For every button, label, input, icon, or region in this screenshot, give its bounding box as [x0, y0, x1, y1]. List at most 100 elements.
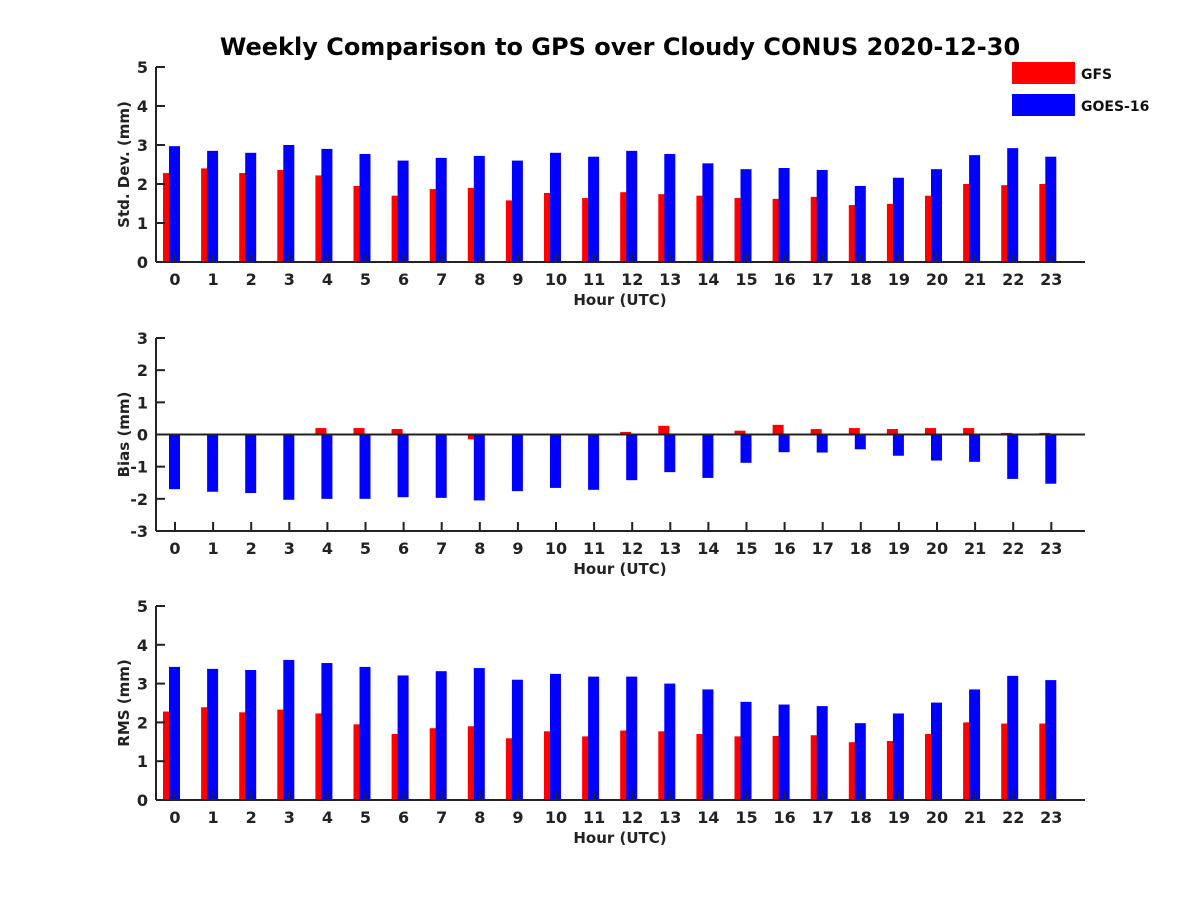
- bar-goes16-7: [435, 671, 447, 800]
- bar-gfs-9: [505, 200, 517, 262]
- x-tick-label: 14: [697, 539, 719, 558]
- bar-gfs-10: [544, 731, 555, 800]
- x-tick-label: 19: [888, 270, 910, 289]
- bar-goes16-18: [854, 723, 866, 800]
- bar-goes16-2: [245, 670, 257, 800]
- x-tick-label: 11: [583, 270, 605, 289]
- x-tick-label: 15: [735, 270, 757, 289]
- bar-goes16-5: [359, 153, 371, 262]
- x-tick-label: 19: [888, 539, 910, 558]
- bar-goes16-1: [207, 150, 219, 262]
- x-tick-label: 14: [697, 808, 719, 827]
- x-tick-label: 8: [474, 808, 485, 827]
- bar-goes16-9: [511, 160, 523, 262]
- bar-goes16-22: [1007, 148, 1019, 262]
- bar-gfs-8: [467, 434, 479, 440]
- bar-gfs-13: [658, 425, 670, 435]
- bar-goes16-11: [588, 676, 600, 800]
- bar-goes16-18: [854, 185, 866, 262]
- bar-goes16-20: [931, 434, 942, 461]
- x-axis-label: Hour (UTC): [573, 829, 666, 847]
- bar-gfs-5: [353, 185, 365, 262]
- y-tick-label: 3: [137, 675, 148, 694]
- x-tick-label: 0: [169, 270, 180, 289]
- x-tick-label: 1: [208, 270, 219, 289]
- bar-gfs-6: [391, 195, 403, 262]
- y-axis-label: RMS (mm): [115, 659, 133, 746]
- bar-goes16-3: [283, 145, 295, 262]
- bar-goes16-8: [473, 668, 485, 800]
- x-tick-label: 5: [360, 270, 371, 289]
- x-tick-label: 2: [246, 808, 257, 827]
- bar-gfs-19: [886, 741, 898, 800]
- x-tick-label: 6: [398, 270, 409, 289]
- x-tick-label: 12: [621, 539, 643, 558]
- y-tick-label: 0: [137, 426, 148, 445]
- bar-goes16-13: [664, 683, 676, 800]
- x-tick-label: 4: [322, 539, 333, 558]
- bar-goes16-2: [245, 152, 257, 262]
- bar-gfs-19: [886, 203, 898, 262]
- bar-gfs-14: [696, 195, 708, 262]
- bar-goes16-6: [397, 434, 409, 498]
- x-tick-label: 0: [169, 539, 180, 558]
- y-tick-label: 5: [137, 58, 148, 77]
- bar-gfs-7: [429, 728, 441, 800]
- bar-goes16-18: [854, 434, 866, 450]
- bar-gfs-12: [620, 192, 632, 262]
- bar-goes16-6: [397, 160, 409, 262]
- bar-goes16-22: [1007, 434, 1019, 479]
- x-tick-label: 6: [398, 808, 409, 827]
- bar-gfs-5: [353, 724, 365, 800]
- bar-gfs-4: [315, 713, 327, 800]
- bar-goes16-0: [169, 434, 180, 490]
- bar-gfs-1: [201, 707, 213, 800]
- x-tick-label: 17: [812, 270, 834, 289]
- x-tick-label: 5: [360, 808, 371, 827]
- x-tick-label: 8: [474, 539, 485, 558]
- bar-goes16-19: [892, 177, 904, 262]
- bar-goes16-23: [1045, 156, 1057, 262]
- bar-goes16-14: [702, 689, 714, 800]
- x-tick-label: 11: [583, 808, 605, 827]
- bar-goes16-11: [588, 434, 600, 490]
- bar-goes16-7: [435, 157, 447, 262]
- bar-gfs-21: [963, 184, 975, 262]
- bar-gfs-18: [848, 205, 860, 262]
- bar-gfs-2: [239, 173, 251, 262]
- x-tick-label: 5: [360, 539, 371, 558]
- bar-gfs-16: [772, 735, 784, 800]
- bar-gfs-2: [239, 712, 251, 800]
- bar-gfs-21: [963, 428, 975, 435]
- bar-goes16-17: [816, 434, 828, 453]
- y-tick-label: 3: [137, 136, 148, 155]
- bar-gfs-13: [658, 731, 670, 800]
- bar-gfs-12: [620, 730, 632, 800]
- bar-goes16-9: [511, 679, 523, 800]
- bar-gfs-15: [734, 198, 746, 262]
- bar-gfs-21: [963, 722, 975, 800]
- bar-goes16-8: [473, 155, 485, 262]
- x-tick-label: 16: [773, 539, 795, 558]
- x-tick-label: 12: [621, 270, 643, 289]
- bar-goes16-20: [931, 702, 942, 800]
- x-tick-label: 21: [964, 808, 986, 827]
- bar-goes16-16: [778, 704, 790, 800]
- x-tick-label: 23: [1040, 808, 1062, 827]
- y-tick-label: 0: [137, 253, 148, 272]
- bar-gfs-8: [467, 726, 479, 800]
- bar-gfs-0: [163, 711, 174, 800]
- bar-goes16-15: [740, 701, 752, 800]
- bar-gfs-1: [201, 168, 213, 262]
- bar-gfs-3: [277, 709, 289, 800]
- bar-goes16-13: [664, 153, 676, 262]
- bar-goes16-20: [931, 169, 942, 262]
- x-tick-label: 12: [621, 808, 643, 827]
- x-tick-label: 22: [1002, 539, 1024, 558]
- x-axis-label: Hour (UTC): [573, 291, 666, 309]
- x-tick-label: 15: [735, 539, 757, 558]
- bar-goes16-9: [511, 434, 523, 492]
- x-tick-label: 10: [545, 808, 567, 827]
